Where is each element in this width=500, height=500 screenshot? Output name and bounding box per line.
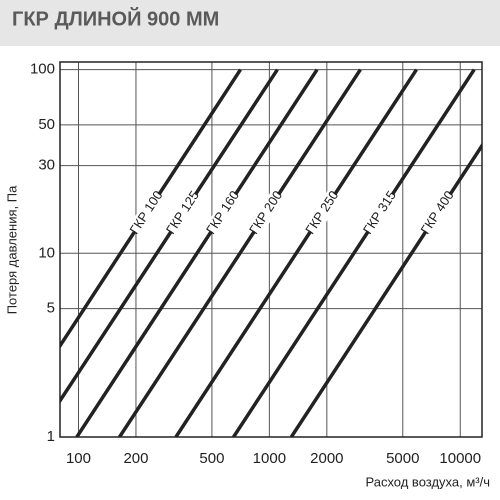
label-bg	[204, 190, 243, 236]
series-label: ГКР 315	[360, 188, 399, 237]
x-tick-label: 100	[66, 450, 91, 467]
line	[60, 68, 242, 349]
series-label: ГКР 250	[302, 188, 341, 237]
x-tick-label: 2000	[310, 450, 343, 467]
series-label: ГКР 125	[163, 188, 202, 237]
y-axis-label: Потеря давления, Па	[4, 185, 19, 314]
x-tick-label: 1000	[253, 450, 286, 467]
line	[232, 68, 476, 437]
series-label: ГКР 200	[246, 188, 285, 237]
label-bg	[247, 190, 286, 236]
chart-title: ГКР ДЛИНОЙ 900 ММ	[12, 6, 219, 30]
series-label: ГКР 400	[418, 188, 457, 237]
line	[75, 68, 319, 437]
x-tick-label: 10000	[439, 450, 481, 467]
y-tick-label: 5	[47, 300, 55, 317]
series-label: ГКР 100	[126, 188, 165, 237]
line	[118, 68, 362, 437]
label-bg	[164, 190, 203, 236]
plot-frame	[59, 61, 483, 438]
label-bg	[128, 190, 166, 236]
label-bg	[361, 190, 400, 236]
y-tick-label: 1	[47, 428, 55, 445]
y-tick-label: 30	[38, 157, 55, 174]
y-tick-label: 50	[38, 116, 55, 133]
y-tick-label: 100	[30, 61, 55, 78]
y-tick-label: 10	[38, 244, 55, 261]
x-tick-label: 200	[123, 450, 148, 467]
line	[174, 68, 418, 437]
label-bg	[303, 190, 342, 236]
title-bar	[0, 0, 500, 46]
x-tick-label: 5000	[386, 450, 419, 467]
series-label: ГКР 160	[203, 188, 242, 237]
line	[60, 68, 279, 404]
x-axis-label: Расход воздуха, м³/ч	[365, 474, 490, 489]
line	[289, 142, 482, 437]
x-tick-label: 500	[199, 450, 224, 467]
label-bg	[419, 190, 457, 236]
